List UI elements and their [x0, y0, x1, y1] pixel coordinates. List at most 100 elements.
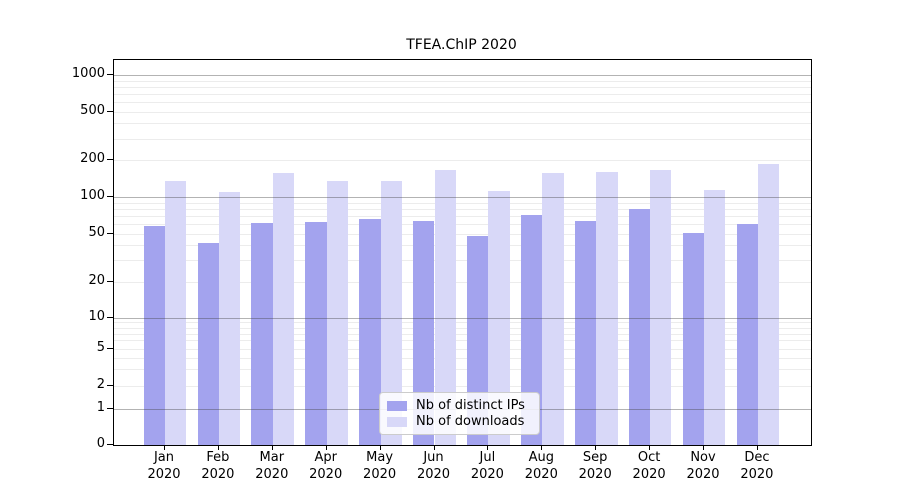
y-tick-mark	[107, 74, 113, 75]
x-tick-mark	[164, 445, 165, 450]
minor-gridline	[114, 333, 811, 335]
legend-item-downloads: Nb of downloads	[387, 414, 533, 429]
x-tick-label-jun: Jun 2020	[416, 450, 451, 482]
bar-downloads-jan	[165, 181, 187, 445]
bar-distinct-ips-sep	[574, 221, 597, 445]
bar-downloads-nov	[704, 190, 726, 445]
bar-distinct-ips-dec	[736, 224, 758, 445]
y-tick-label: 1	[96, 399, 105, 415]
y-tick-label: 5	[96, 339, 105, 355]
y-tick-mark	[107, 407, 113, 409]
minor-gridline	[114, 348, 811, 350]
y-tick-label: 50	[88, 224, 105, 240]
y-tick-mark	[107, 232, 113, 234]
minor-gridline	[114, 233, 811, 235]
bar-distinct-ips-oct	[628, 208, 651, 445]
x-tick-mark	[325, 445, 327, 450]
x-tick-label-mar: Mar 2020	[255, 450, 289, 482]
bar-distinct-ips-aug	[520, 215, 543, 445]
minor-gridline	[114, 160, 811, 161]
x-tick-label-may: May 2020	[363, 450, 397, 482]
x-tick-mark	[541, 445, 543, 450]
legend-label-downloads: Nb of downloads	[416, 414, 525, 429]
minor-gridline	[114, 208, 811, 210]
y-tick-label: 10	[88, 308, 105, 324]
x-tick-label-sep: Sep 2020	[578, 450, 612, 482]
x-tick-label-nov: Nov 2020	[686, 450, 720, 482]
y-tick-label: 1000	[71, 66, 105, 81]
y-tick-mark	[107, 316, 113, 318]
y-tick-mark	[107, 384, 113, 386]
minor-gridline	[114, 385, 811, 387]
bar-distinct-ips-nov	[682, 232, 704, 445]
bar-downloads-aug	[542, 172, 564, 445]
x-tick-mark	[649, 445, 651, 450]
major-gridline	[114, 75, 811, 76]
minor-gridline	[114, 224, 811, 226]
x-tick-mark	[379, 445, 381, 450]
bar-downloads-feb	[218, 192, 241, 445]
minor-gridline	[114, 281, 811, 283]
y-tick-mark	[107, 159, 113, 160]
x-tick-mark	[217, 445, 219, 450]
legend: Nb of distinct IPs Nb of downloads	[379, 392, 540, 435]
legend-swatch-distinct-ips	[387, 400, 407, 411]
bar-downloads-dec	[757, 163, 780, 445]
minor-gridline	[114, 260, 811, 262]
plot-area	[113, 59, 812, 446]
x-tick-mark	[756, 445, 758, 450]
x-tick-mark	[433, 445, 435, 450]
minor-gridline	[114, 101, 811, 103]
bar-downloads-jul	[488, 190, 510, 445]
x-tick-label-feb: Feb 2020	[201, 450, 235, 482]
y-tick-label: 200	[80, 151, 105, 166]
bar-distinct-ips-feb	[197, 242, 219, 445]
legend-swatch-downloads	[387, 416, 407, 427]
y-tick-mark	[107, 347, 113, 349]
y-tick-label: 20	[88, 272, 105, 288]
y-tick-label: 0	[96, 436, 105, 451]
x-tick-mark	[595, 445, 597, 450]
legend-label-distinct-ips: Nb of distinct IPs	[416, 398, 525, 413]
y-tick-mark	[107, 196, 113, 197]
minor-gridline	[114, 202, 811, 204]
y-tick-label: 100	[80, 188, 105, 203]
minor-gridline	[114, 322, 811, 324]
minor-gridline	[114, 357, 811, 359]
bar-distinct-ips-apr	[305, 222, 327, 445]
x-tick-label-oct: Oct 2020	[632, 450, 666, 482]
minor-gridline	[114, 340, 811, 342]
x-tick-label-aug: Aug 2020	[524, 450, 558, 482]
bar-downloads-jun	[434, 169, 456, 445]
bar-downloads-sep	[596, 171, 618, 445]
y-tick-mark	[107, 110, 113, 112]
minor-gridline	[114, 80, 811, 82]
minor-gridline	[114, 369, 811, 371]
x-tick-label-dec: Dec 2020	[740, 450, 774, 482]
chart-title: TFEA.ChIP 2020	[406, 37, 517, 53]
bar-distinct-ips-jan	[143, 225, 165, 445]
bar-distinct-ips-mar	[251, 223, 273, 445]
x-tick-label-jan: Jan 2020	[147, 450, 181, 482]
minor-gridline	[114, 123, 811, 125]
minor-gridline	[114, 93, 811, 95]
x-tick-mark	[487, 445, 489, 450]
y-tick-label: 2	[96, 376, 105, 392]
y-tick-label: 500	[80, 102, 105, 118]
x-tick-label-jul: Jul 2020	[470, 450, 504, 482]
bar-distinct-ips-jun	[413, 221, 435, 445]
major-gridline	[114, 197, 811, 198]
minor-gridline	[114, 327, 811, 329]
bar-distinct-ips-may	[359, 219, 381, 445]
x-tick-mark	[703, 445, 704, 450]
major-gridline	[114, 317, 811, 319]
minor-gridline	[114, 111, 811, 113]
bar-downloads-mar	[272, 172, 295, 445]
minor-gridline	[114, 215, 811, 217]
bar-downloads-oct	[650, 169, 672, 445]
minor-gridline	[114, 86, 811, 88]
x-tick-mark	[271, 445, 273, 450]
y-tick-mark	[107, 444, 113, 445]
x-tick-label-apr: Apr 2020	[309, 450, 343, 482]
